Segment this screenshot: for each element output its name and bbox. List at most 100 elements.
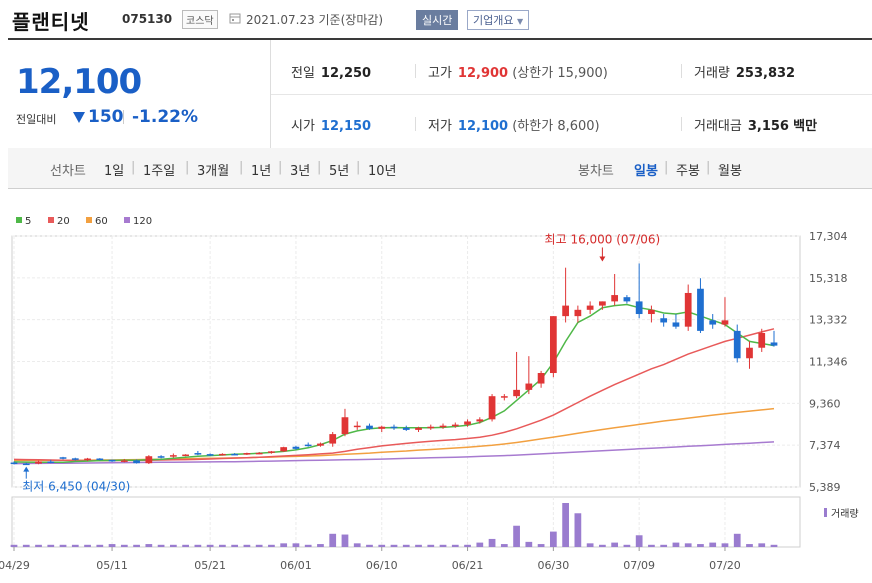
candle: [22, 463, 30, 466]
tab-monthly[interactable]: 월봉: [718, 164, 742, 179]
tab-1y[interactable]: 1년: [251, 164, 272, 179]
candle: [439, 425, 447, 428]
min-arrow-head-icon: [23, 466, 30, 472]
candle: [378, 426, 386, 429]
candle: [451, 424, 459, 427]
volume-legend-swatch: [824, 508, 827, 517]
candle: [96, 458, 104, 461]
volume-bar: [660, 544, 668, 547]
stock-name: 플랜티넷: [12, 10, 90, 34]
divider: [415, 64, 416, 78]
candle: [525, 383, 533, 390]
tab-5y[interactable]: 5년: [329, 164, 350, 179]
candle: [243, 453, 251, 455]
y-tick-label: 9,360: [809, 397, 841, 410]
volume-bar: [169, 544, 177, 547]
volume-bar: [672, 542, 680, 547]
volume-bar: [341, 534, 349, 547]
x-tick-label: 06/21: [452, 559, 484, 572]
prev-close: 전일 12,250: [291, 62, 371, 81]
volume-bar: [758, 543, 766, 547]
candle: [47, 461, 55, 463]
trade-value-value: 3,156: [747, 119, 789, 134]
tab-10y[interactable]: 10년: [368, 164, 397, 179]
volume-bar: [635, 535, 643, 547]
candle: [733, 330, 741, 359]
tab-1w[interactable]: 1주일: [143, 164, 176, 179]
tab-3m[interactable]: 3개월: [197, 164, 230, 179]
x-tick-label: 04/29: [0, 559, 30, 572]
change-percent: -1.22%: [132, 107, 199, 127]
tab-weekly[interactable]: 주봉: [676, 164, 700, 179]
candle: [219, 453, 226, 456]
base-date: 2021.07.23 기준(장마감): [246, 13, 384, 27]
volume-bar: [746, 544, 753, 547]
volume-bar: [182, 544, 189, 547]
volume-info: 거래량 253,832: [694, 62, 795, 81]
volume-bar: [415, 544, 422, 547]
candle: [255, 452, 263, 455]
y-tick-label: 7,374: [809, 439, 841, 452]
tab-3y[interactable]: 3년: [290, 164, 311, 179]
line-chart-label: 선차트: [50, 164, 86, 179]
volume-bar: [71, 544, 79, 547]
volume-bar: [439, 544, 447, 547]
company-overview-dropdown[interactable]: 기업개요 ▼: [467, 10, 530, 30]
high-label: 고가: [428, 66, 452, 81]
calendar-icon: [229, 13, 241, 24]
price-plot-frame: [11, 235, 801, 488]
volume-value: 253,832: [735, 66, 796, 81]
volume-bar: [206, 544, 214, 547]
volume-bar: [525, 541, 533, 547]
realtime-button[interactable]: 실시간: [416, 10, 459, 30]
volume-bar: [721, 543, 729, 547]
tab-1d[interactable]: 1일: [104, 164, 125, 179]
volume-bar: [47, 544, 55, 547]
candle: [562, 305, 569, 317]
volume-bar: [10, 544, 18, 547]
volume-bar: [133, 544, 140, 547]
candle: [770, 342, 778, 346]
header-divider: [8, 38, 872, 40]
volume-bar: [599, 544, 606, 547]
upper-limit: (상한가 15,900): [512, 66, 608, 81]
x-tick-label: 05/21: [194, 559, 226, 572]
down-triangle-icon: [73, 112, 85, 123]
lower-limit: (하한가 8,600): [512, 119, 600, 134]
y-tick-label: 11,346: [809, 356, 848, 369]
candle: [648, 309, 655, 315]
volume-bar: [255, 544, 263, 547]
x-tick-label: 06/10: [366, 559, 398, 572]
volume-bar: [697, 544, 704, 547]
volume-legend-label: 거래량: [831, 508, 859, 520]
volume-bar: [378, 544, 386, 547]
y-tick-label: 17,304: [809, 230, 848, 243]
candle: [84, 458, 91, 461]
candle: [623, 297, 631, 302]
tab-daily[interactable]: 일봉: [634, 164, 658, 179]
candle: [35, 461, 42, 464]
candle: [353, 425, 361, 428]
y-tick-label: 5,389: [809, 481, 841, 494]
y-tick-label: 13,332: [809, 314, 848, 327]
low-price: 저가 12,100 (하한가 8,600): [428, 115, 600, 134]
x-tick-label: 06/30: [538, 559, 570, 572]
volume-bar: [108, 544, 116, 547]
volume-bar: [562, 503, 569, 547]
volume-bar: [35, 544, 42, 547]
candle: [169, 455, 177, 457]
candle: [549, 316, 557, 374]
current-price: 12,100: [16, 62, 142, 102]
candle: [599, 301, 606, 306]
candle: [280, 447, 288, 452]
candle: [182, 454, 189, 457]
ma60-line: [14, 407, 775, 462]
candle: [464, 421, 471, 425]
volume-bar: [304, 544, 312, 547]
candle: [574, 309, 582, 317]
company-overview-label: 기업개요: [473, 14, 514, 27]
divider: [415, 117, 416, 131]
volume-bar: [402, 544, 410, 547]
legend-ma5: 5: [16, 216, 31, 227]
candle: [672, 322, 680, 327]
